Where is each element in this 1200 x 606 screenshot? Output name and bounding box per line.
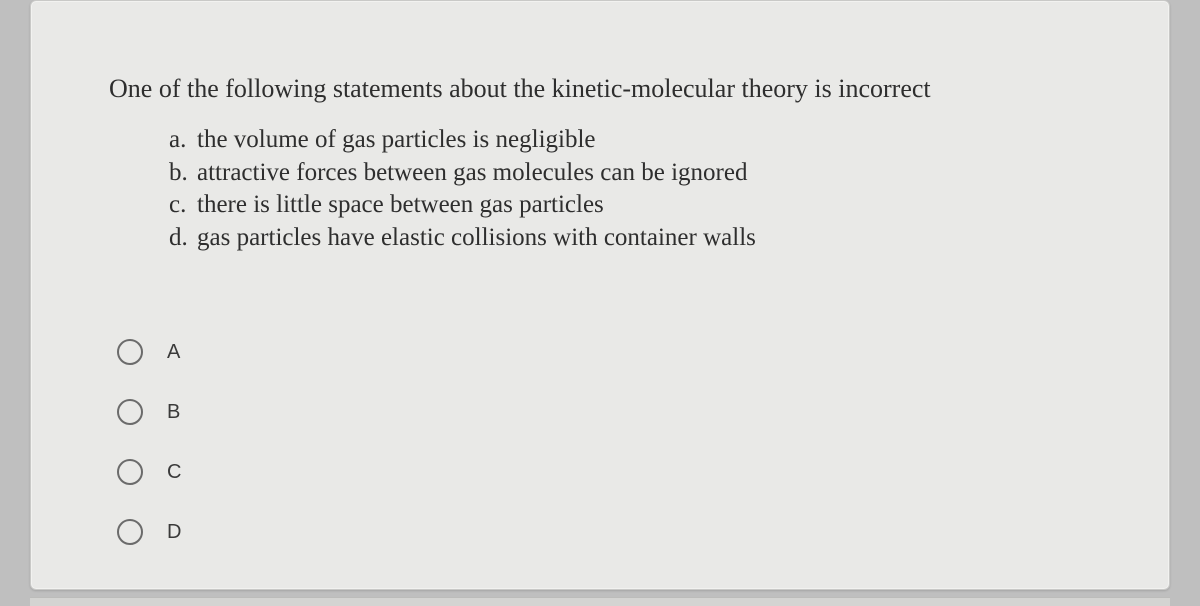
option-label: B <box>167 401 180 424</box>
statement-text: gas particles have elastic collisions wi… <box>197 222 756 255</box>
statement-d: d. gas particles have elastic collisions… <box>169 222 1109 255</box>
option-b[interactable]: B <box>117 382 1109 442</box>
statement-b: b. attractive forces between gas molecul… <box>169 157 1109 190</box>
radio-icon[interactable] <box>117 339 143 365</box>
statement-letter: c. <box>169 189 197 222</box>
option-label: C <box>167 461 181 484</box>
radio-icon[interactable] <box>117 519 143 545</box>
statement-text: attractive forces between gas molecules … <box>197 157 747 190</box>
question-prompt: One of the following statements about th… <box>109 71 1109 106</box>
radio-icon[interactable] <box>117 399 143 425</box>
statement-c: c. there is little space between gas par… <box>169 189 1109 222</box>
option-label: A <box>167 341 180 364</box>
statement-letter: a. <box>169 124 197 157</box>
option-label: D <box>167 521 181 544</box>
statements-list: a. the volume of gas particles is neglig… <box>169 124 1109 254</box>
radio-icon[interactable] <box>117 459 143 485</box>
option-a[interactable]: A <box>117 322 1109 382</box>
question-content: One of the following statements about th… <box>109 71 1109 562</box>
statement-text: there is little space between gas partic… <box>197 189 604 222</box>
next-card-edge <box>30 597 1170 606</box>
statement-a: a. the volume of gas particles is neglig… <box>169 124 1109 157</box>
statement-letter: b. <box>169 157 197 190</box>
option-d[interactable]: D <box>117 502 1109 562</box>
statement-letter: d. <box>169 222 197 255</box>
statement-text: the volume of gas particles is negligibl… <box>197 124 596 157</box>
option-c[interactable]: C <box>117 442 1109 502</box>
answer-options: A B C D <box>117 322 1109 562</box>
question-card: One of the following statements about th… <box>30 0 1170 590</box>
